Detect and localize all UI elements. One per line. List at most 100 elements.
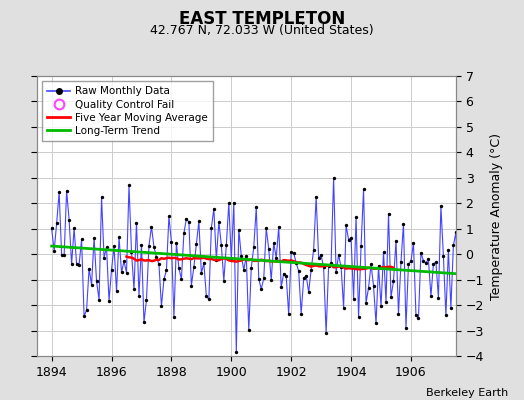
Point — [177, 276, 185, 282]
Point — [55, 189, 63, 196]
Point — [62, 188, 71, 194]
Point — [347, 235, 355, 242]
Point — [322, 330, 330, 336]
Point — [446, 305, 455, 311]
Point — [180, 230, 188, 236]
Point — [265, 246, 273, 252]
Point — [357, 243, 365, 250]
Point — [50, 248, 58, 254]
Point — [337, 264, 345, 270]
Point — [227, 256, 235, 263]
Point — [449, 242, 457, 249]
Point — [52, 220, 61, 226]
Point — [100, 254, 108, 261]
Point — [320, 264, 328, 270]
Point — [352, 214, 361, 220]
Point — [97, 194, 106, 200]
Point — [235, 226, 243, 233]
Point — [207, 225, 215, 231]
Point — [220, 278, 228, 284]
Point — [249, 244, 258, 250]
Point — [330, 174, 338, 181]
Point — [314, 255, 323, 261]
Point — [242, 253, 250, 259]
Point — [282, 273, 290, 279]
Point — [184, 219, 193, 226]
Point — [65, 217, 73, 223]
Point — [157, 303, 166, 310]
Point — [310, 246, 318, 253]
Point — [247, 264, 256, 271]
Point — [272, 255, 280, 261]
Point — [222, 242, 231, 248]
Point — [464, 204, 473, 210]
Point — [436, 203, 445, 209]
Point — [372, 320, 380, 327]
Point — [312, 194, 320, 200]
Point — [80, 313, 88, 320]
Point — [192, 241, 201, 247]
Point — [239, 267, 248, 273]
Point — [200, 260, 208, 266]
Point — [172, 240, 181, 246]
Text: EAST TEMPLETON: EAST TEMPLETON — [179, 10, 345, 28]
Point — [277, 284, 286, 290]
Point — [85, 266, 93, 272]
Point — [367, 261, 375, 268]
Point — [115, 234, 123, 240]
Point — [275, 224, 283, 230]
Point — [150, 244, 158, 250]
Point — [407, 258, 415, 264]
Point — [197, 270, 205, 276]
Point — [215, 218, 223, 225]
Point — [392, 238, 400, 244]
Point — [412, 312, 420, 318]
Point — [127, 249, 136, 255]
Point — [252, 204, 260, 210]
Point — [125, 182, 133, 188]
Point — [350, 296, 358, 302]
Point — [287, 249, 296, 255]
Point — [289, 250, 298, 256]
Point — [424, 256, 433, 263]
Point — [212, 257, 221, 263]
Point — [110, 243, 118, 250]
Point — [90, 234, 99, 241]
Point — [342, 222, 350, 229]
Point — [78, 236, 86, 243]
Point — [130, 286, 138, 292]
Point — [162, 267, 171, 274]
Point — [354, 314, 363, 320]
Point — [414, 315, 423, 321]
Point — [60, 252, 68, 258]
Point — [457, 236, 465, 243]
Point — [95, 296, 103, 303]
Text: 42.767 N, 72.033 W (United States): 42.767 N, 72.033 W (United States) — [150, 24, 374, 37]
Y-axis label: Temperature Anomaly (°C): Temperature Anomaly (°C) — [489, 132, 503, 300]
Point — [399, 220, 408, 227]
Point — [402, 324, 410, 331]
Point — [102, 244, 111, 250]
Point — [340, 304, 348, 311]
Point — [444, 246, 453, 253]
Point — [267, 277, 276, 283]
Point — [75, 261, 83, 268]
Point — [122, 270, 130, 276]
Point — [225, 200, 233, 206]
Point — [292, 259, 300, 266]
Point — [417, 250, 425, 256]
Point — [245, 327, 253, 334]
Point — [160, 276, 168, 282]
Point — [374, 263, 383, 269]
Point — [107, 266, 116, 273]
Point — [377, 303, 385, 310]
Point — [429, 261, 438, 267]
Point — [442, 312, 450, 319]
Point — [210, 206, 218, 212]
Point — [427, 293, 435, 300]
Legend: Raw Monthly Data, Quality Control Fail, Five Year Moving Average, Long-Term Tren: Raw Monthly Data, Quality Control Fail, … — [42, 81, 213, 141]
Point — [300, 275, 308, 282]
Point — [48, 225, 56, 232]
Point — [152, 254, 161, 260]
Point — [432, 259, 440, 265]
